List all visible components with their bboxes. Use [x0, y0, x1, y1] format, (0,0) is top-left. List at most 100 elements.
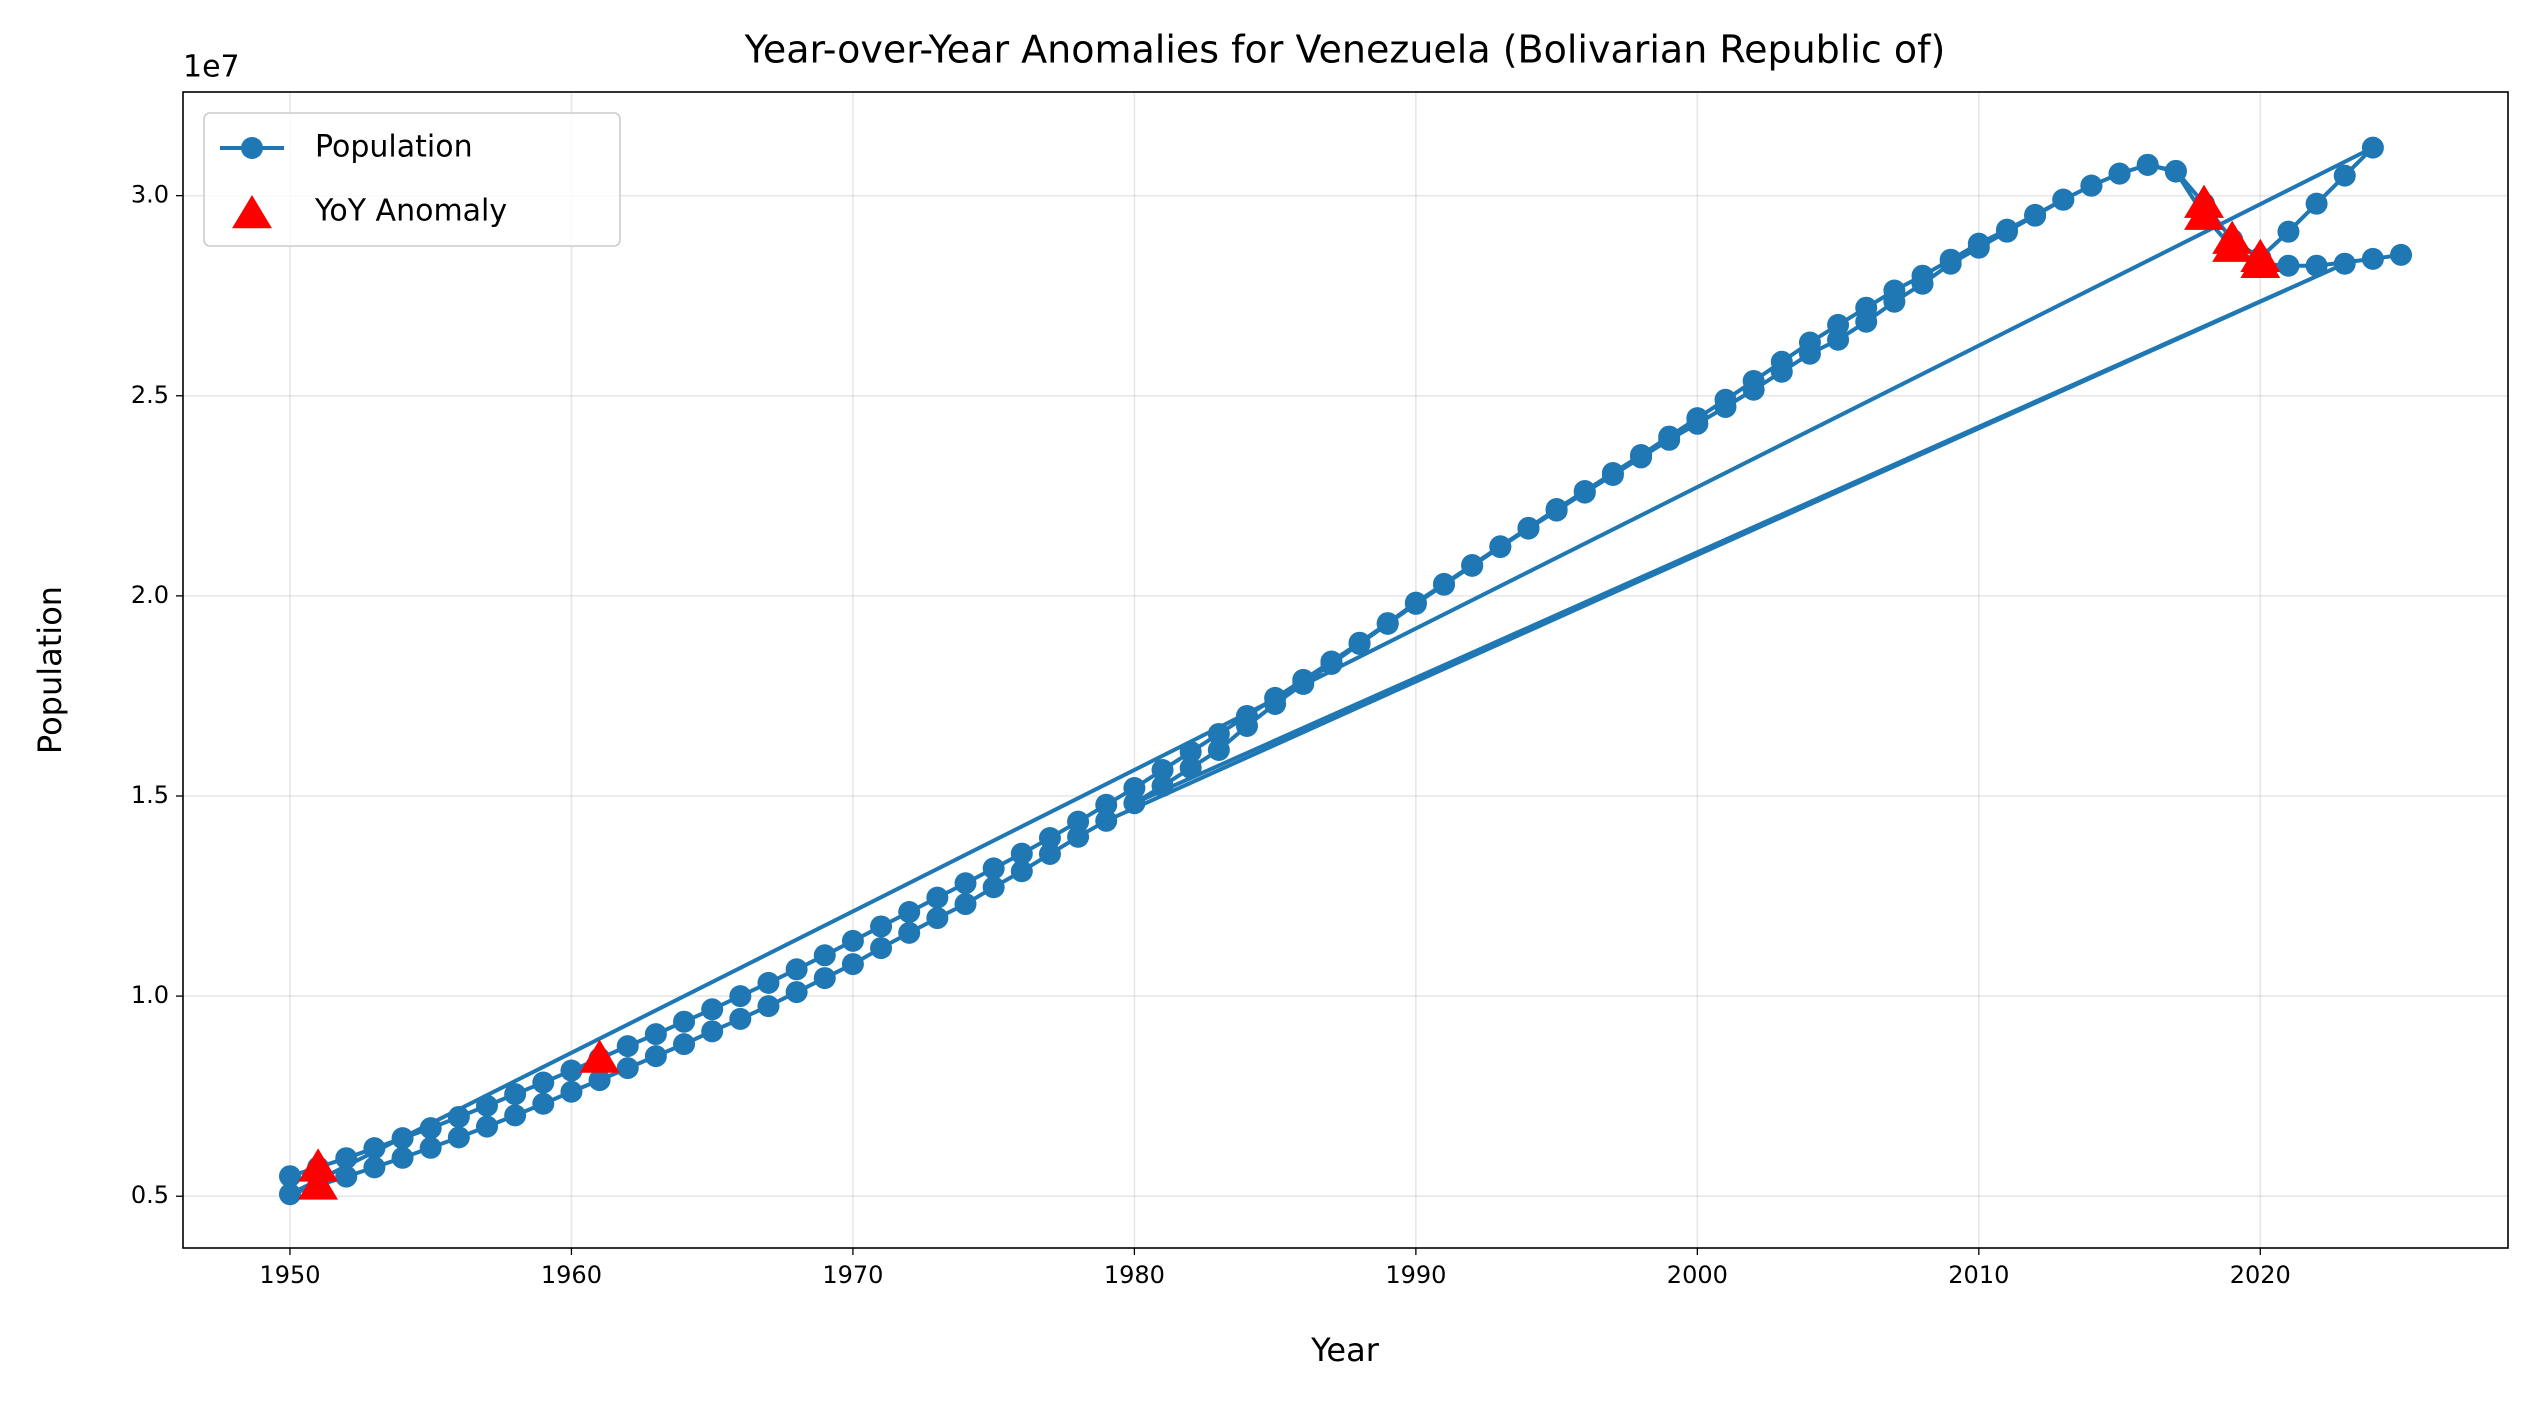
- point-marker: [1545, 499, 1568, 522]
- y-axis-label: Population: [31, 586, 69, 754]
- point-marker: [870, 937, 893, 960]
- point-marker: [982, 876, 1005, 899]
- anomaly-marker: [2212, 228, 2253, 262]
- anomaly-marker: [2184, 196, 2224, 230]
- legend-marker: [241, 137, 263, 159]
- point-marker: [926, 907, 949, 930]
- point-marker: [447, 1126, 470, 1149]
- point-marker: [1686, 412, 1709, 435]
- point-marker: [1264, 692, 1287, 715]
- point-marker: [729, 1007, 752, 1030]
- point-marker: [504, 1104, 527, 1127]
- point-marker: [1320, 652, 1343, 675]
- y-tick-label: 0.5: [131, 1181, 169, 1209]
- point-marker: [1151, 758, 1174, 781]
- point-marker: [419, 1117, 442, 1140]
- x-tick-label: 1980: [1104, 1261, 1165, 1289]
- point-marker: [363, 1137, 386, 1160]
- point-marker: [560, 1059, 583, 1082]
- point-marker: [363, 1156, 386, 1179]
- x-tick-label: 1950: [259, 1261, 320, 1289]
- point-marker: [2390, 243, 2413, 266]
- point-marker: [278, 1183, 301, 1206]
- point-marker: [2277, 254, 2300, 277]
- point-marker: [1770, 360, 1793, 383]
- point-marker: [1067, 810, 1090, 833]
- point-marker: [1404, 592, 1427, 615]
- point-marker: [447, 1105, 470, 1128]
- point-marker: [1630, 446, 1653, 469]
- point-marker: [1151, 774, 1174, 797]
- point-marker: [1489, 536, 1512, 559]
- legend-box: [203, 112, 621, 247]
- anomaly-marker: [579, 1039, 620, 1073]
- chart-title: Year-over-Year Anomalies for Venezuela (…: [744, 28, 1946, 72]
- point-marker: [2024, 204, 2047, 227]
- point-marker: [813, 944, 836, 967]
- point-marker: [1235, 714, 1258, 737]
- point-marker: [1911, 272, 1934, 295]
- y-tick-label: 1.0: [131, 981, 169, 1009]
- point-marker: [1123, 792, 1146, 815]
- point-marker: [785, 981, 808, 1004]
- point-marker: [1742, 378, 1765, 401]
- legend-label: YoY Anomaly: [314, 194, 507, 229]
- point-marker: [841, 953, 864, 976]
- point-marker: [813, 967, 836, 990]
- point-marker: [1010, 842, 1033, 865]
- point-marker: [475, 1115, 498, 1138]
- y-tick-label: 1.5: [131, 781, 169, 809]
- point-marker: [2052, 188, 2075, 211]
- point-marker: [1714, 395, 1737, 418]
- point-marker: [954, 872, 977, 895]
- y-tick-label: 3.0: [131, 181, 169, 209]
- point-marker: [1067, 825, 1090, 848]
- point-marker: [1517, 517, 1540, 540]
- point-marker: [1207, 738, 1230, 761]
- point-marker: [1179, 740, 1202, 763]
- point-marker: [785, 958, 808, 981]
- plot-frame: [182, 91, 2509, 1249]
- point-marker: [335, 1165, 358, 1188]
- point-marker: [1855, 310, 1878, 333]
- x-tick-label: 1990: [1385, 1261, 1446, 1289]
- point-marker: [560, 1080, 583, 1103]
- point-marker: [898, 901, 921, 924]
- point-marker: [1179, 756, 1202, 779]
- point-marker: [1433, 573, 1456, 596]
- legend-label: Population: [315, 130, 473, 165]
- point-marker: [673, 1010, 696, 1033]
- legend-marker: [232, 195, 272, 229]
- point-marker: [2164, 160, 2187, 183]
- point-marker: [2080, 174, 2103, 197]
- point-marker: [2305, 254, 2328, 277]
- point-marker: [757, 995, 780, 1018]
- point-marker: [870, 915, 893, 938]
- point-marker: [504, 1083, 527, 1106]
- point-marker: [1376, 612, 1399, 635]
- point-marker: [954, 893, 977, 916]
- point-marker: [1123, 776, 1146, 799]
- point-marker: [2277, 220, 2300, 243]
- y-tick-label: 2.0: [131, 581, 169, 609]
- point-marker: [1827, 328, 1850, 351]
- point-marker: [2136, 153, 2159, 176]
- point-marker: [2361, 247, 2384, 270]
- point-marker: [926, 886, 949, 909]
- point-marker: [1798, 342, 1821, 365]
- point-marker: [475, 1094, 498, 1117]
- x-tick-label: 1960: [541, 1261, 602, 1289]
- point-marker: [729, 985, 752, 1008]
- anomaly-marker: [298, 1148, 339, 1182]
- y-tick-label: 2.5: [131, 381, 169, 409]
- point-marker: [1995, 220, 2018, 243]
- point-marker: [701, 1020, 724, 1043]
- point-marker: [982, 857, 1005, 880]
- anomaly-marker: [2240, 244, 2281, 278]
- population-line: [289, 145, 2402, 1197]
- x-axis-label: Year: [1310, 1331, 1380, 1369]
- anomaly-marker: [298, 1166, 339, 1200]
- point-marker: [2333, 164, 2356, 187]
- point-marker: [278, 1165, 301, 1188]
